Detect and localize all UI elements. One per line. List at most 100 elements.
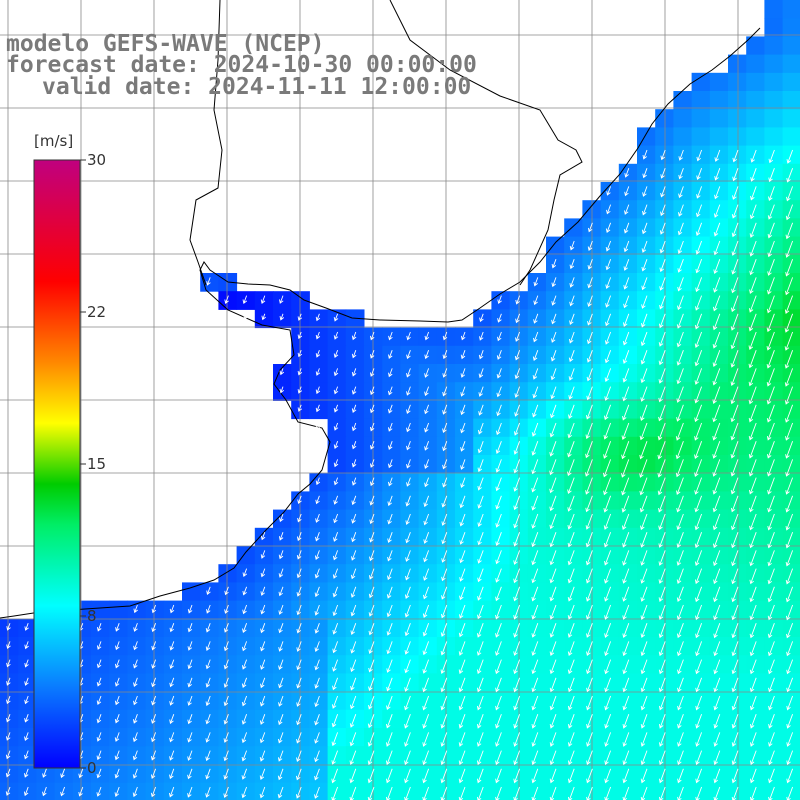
wind-arrow xyxy=(549,586,557,602)
wind-arrow xyxy=(658,641,666,657)
wind-arrow xyxy=(151,714,157,724)
wind-arrow xyxy=(531,641,539,656)
wind-cell xyxy=(728,109,747,128)
wind-cell xyxy=(728,218,747,238)
wind-arrow xyxy=(459,495,466,509)
wind-arrow xyxy=(332,604,339,617)
wind-arrow xyxy=(169,623,175,633)
wind-arrow xyxy=(315,368,321,376)
wind-arrow xyxy=(622,568,630,584)
wind-arrow xyxy=(567,604,575,620)
wind-arrow xyxy=(639,441,648,460)
wind-cell xyxy=(455,564,474,583)
wind-cell xyxy=(145,782,165,800)
wind-cell xyxy=(618,254,638,274)
wind-arrow xyxy=(424,459,430,470)
wind-cell xyxy=(527,618,547,638)
wind-arrow xyxy=(531,550,539,566)
wind-arrow xyxy=(424,350,430,360)
wind-arrow xyxy=(640,695,648,711)
wind-arrow xyxy=(676,532,684,549)
wind-arrow xyxy=(243,313,248,320)
wind-arrow xyxy=(640,768,648,784)
wind-arrow xyxy=(514,386,521,398)
wind-cell xyxy=(673,509,693,529)
wind-cell xyxy=(546,709,565,729)
wind-arrow xyxy=(278,659,284,670)
wind-arrow xyxy=(731,604,739,621)
wind-cell xyxy=(709,764,729,784)
wind-cell xyxy=(236,709,256,729)
wind-arrow xyxy=(785,477,794,495)
wind-arrow xyxy=(567,750,575,766)
wind-cell xyxy=(273,582,292,602)
wind-arrow xyxy=(623,222,630,234)
wind-cell xyxy=(673,418,693,438)
wind-cell xyxy=(127,691,147,711)
wind-arrow xyxy=(297,313,303,321)
wind-cell xyxy=(182,709,201,729)
wind-cell xyxy=(746,509,765,529)
wind-cell xyxy=(746,218,765,238)
wind-arrow xyxy=(786,768,794,784)
wind-arrow xyxy=(385,750,393,766)
wind-cell xyxy=(709,254,729,274)
wind-cell xyxy=(709,491,729,511)
wind-arrow xyxy=(150,750,157,761)
wind-arrow xyxy=(768,786,775,800)
wind-arrow xyxy=(332,586,339,598)
wind-cell xyxy=(709,637,729,656)
wind-cell xyxy=(618,455,638,474)
wind-cell xyxy=(527,782,547,800)
wind-arrow xyxy=(568,368,575,381)
wind-arrow xyxy=(713,732,721,747)
wind-arrow xyxy=(351,350,357,359)
wind-arrow xyxy=(531,695,539,711)
wind-arrow xyxy=(241,768,248,780)
wind-arrow xyxy=(96,768,102,779)
wind-cell xyxy=(709,436,729,456)
wind-arrow xyxy=(514,350,521,361)
wind-cell xyxy=(273,291,292,310)
wind-cell xyxy=(782,236,800,256)
wind-cell xyxy=(618,491,638,511)
wind-cell xyxy=(18,709,37,729)
wind-cell xyxy=(637,400,656,420)
wind-arrow xyxy=(513,441,521,455)
wind-arrow xyxy=(551,295,557,306)
wind-arrow xyxy=(585,513,593,530)
wind-cell xyxy=(491,709,511,729)
wind-arrow xyxy=(675,422,684,441)
wind-arrow xyxy=(278,568,284,578)
wind-arrow xyxy=(314,604,320,616)
wind-cell xyxy=(691,509,711,529)
wind-arrow xyxy=(495,677,502,693)
wind-cell xyxy=(600,418,620,438)
wind-cell xyxy=(673,455,693,474)
wind-cell xyxy=(637,764,656,784)
wind-cell xyxy=(273,746,292,765)
wind-cell xyxy=(309,637,329,656)
wind-arrow xyxy=(785,586,794,603)
wind-arrow xyxy=(676,331,684,348)
wind-arrow xyxy=(206,277,211,286)
wind-cell xyxy=(764,400,784,420)
wind-arrow xyxy=(676,386,684,403)
wind-arrow xyxy=(351,422,357,432)
wind-arrow xyxy=(458,732,466,747)
wind-cell xyxy=(254,728,274,747)
wind-cell xyxy=(291,746,310,765)
wind-arrow xyxy=(368,677,375,691)
wind-cell xyxy=(491,618,511,638)
wind-cell xyxy=(309,655,329,674)
wind-arrow xyxy=(586,641,593,656)
wind-arrow xyxy=(567,477,575,494)
wind-cell xyxy=(345,491,365,511)
wind-cell xyxy=(254,546,274,565)
wind-cell xyxy=(200,600,219,620)
wind-cell xyxy=(491,782,511,800)
wind-arrow xyxy=(495,695,502,711)
wind-arrow xyxy=(351,331,357,341)
wind-arrow xyxy=(513,641,521,656)
wind-arrow xyxy=(531,768,539,784)
